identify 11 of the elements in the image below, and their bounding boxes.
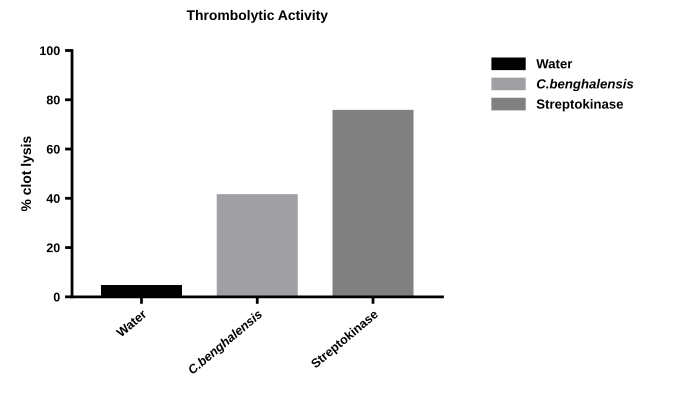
y-axis-title: % clot lysis <box>20 136 34 212</box>
y-tick-label: 60 <box>46 144 60 154</box>
chart-title: Thrombolytic Activity <box>186 10 328 23</box>
legend-label: Streptokinase <box>536 99 624 112</box>
y-tick-label: 40 <box>46 194 60 203</box>
y-tick-label: 80 <box>46 96 60 104</box>
y-tick-label: 0 <box>54 292 60 302</box>
legend-label: Water <box>536 59 572 68</box>
y-tick-label: 20 <box>46 243 60 252</box>
legend-label: C.benghalensis <box>536 78 634 92</box>
y-tick-label: 100 <box>40 46 60 56</box>
